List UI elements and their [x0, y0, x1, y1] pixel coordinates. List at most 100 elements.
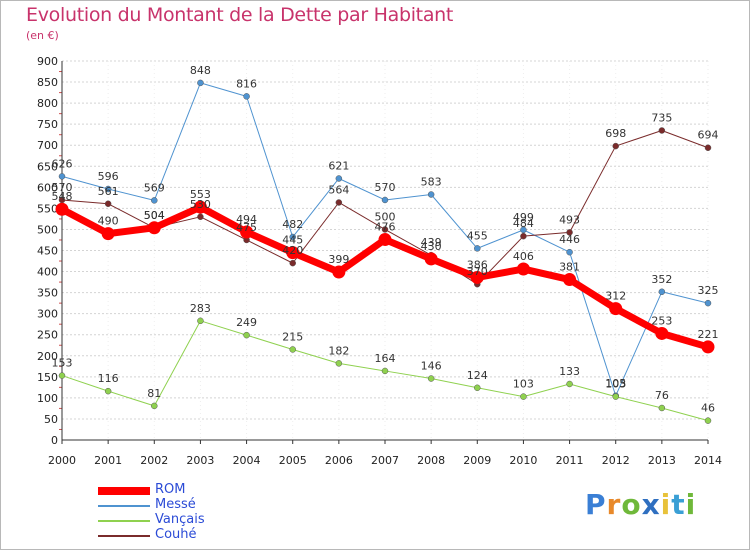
y-tick-label: 450: [37, 245, 58, 258]
y-tick-label: 0: [51, 434, 58, 447]
data-label: 482: [282, 218, 303, 231]
x-tick-label: 2014: [694, 454, 722, 467]
data-point: [151, 197, 158, 204]
data-label: 570: [52, 181, 73, 194]
data-label: 455: [467, 229, 488, 242]
data-labels: 626 596 569 848 816 482 621 570 583 455 499 446 105 3…: [52, 64, 719, 415]
data-label: 430: [421, 240, 442, 253]
x-tick-label: 2007: [371, 454, 399, 467]
data-point: [658, 127, 666, 134]
data-label: 504: [144, 209, 165, 222]
y-tick-label: 100: [37, 392, 58, 405]
x-tick-label: 2009: [463, 454, 491, 467]
data-label: 116: [98, 372, 119, 385]
x-tick-label: 2010: [509, 454, 537, 467]
data-point: [101, 227, 115, 241]
legend-label: Vançais: [155, 512, 205, 527]
data-point: [612, 142, 619, 150]
data-label: 352: [651, 273, 672, 286]
y-tick-label: 300: [37, 308, 58, 321]
chart-title: Evolution du Montant de la Dette par Hab…: [26, 4, 454, 26]
y-tick-label: 50: [44, 413, 58, 426]
data-point: [197, 79, 204, 87]
x-tick-label: 2003: [186, 454, 214, 467]
data-label: 420: [282, 244, 303, 257]
data-label: 105: [605, 377, 626, 390]
data-label: 249: [236, 316, 257, 329]
data-label: 399: [328, 253, 349, 266]
y-tick-label: 900: [37, 55, 58, 68]
data-point: [104, 185, 112, 193]
data-label: 569: [144, 181, 165, 194]
x-tick-label: 2013: [648, 454, 676, 467]
data-label: 381: [559, 261, 580, 274]
y-tick-label: 700: [37, 139, 58, 152]
data-point: [566, 229, 573, 236]
data-label: 570: [375, 181, 396, 194]
data-label: 561: [98, 185, 119, 198]
y-tick-label: 500: [37, 223, 58, 236]
data-label: 312: [605, 290, 626, 303]
data-label: 626: [52, 157, 73, 170]
legend-label: Messé: [155, 497, 196, 512]
data-point: [335, 360, 343, 367]
y-tick-label: 200: [37, 350, 58, 363]
data-point: [381, 226, 389, 233]
legend-label: Couhé: [155, 527, 197, 542]
data-point: [104, 200, 112, 208]
data-point: [243, 93, 250, 100]
y-tick-label: 150: [37, 371, 58, 384]
axes: 0 50 100 150 200 250 300 350 400 450 500 550 600 650 7…: [37, 55, 722, 467]
data-point: [378, 233, 392, 247]
data-label: 124: [467, 369, 488, 382]
data-point: [335, 175, 343, 182]
x-tick-label: 2002: [140, 454, 168, 467]
data-label: 621: [328, 159, 349, 172]
data-point: [381, 367, 389, 375]
data-label: 215: [282, 330, 303, 343]
data-label: 46: [701, 402, 715, 415]
data-point: [58, 372, 66, 379]
data-point: [289, 259, 296, 267]
y-tick-label: 650: [37, 160, 58, 173]
data-point: [289, 346, 296, 353]
x-tick-label: 2012: [602, 454, 630, 467]
data-point: [704, 417, 712, 424]
data-point: [704, 299, 712, 307]
legend-item: Vançais: [98, 512, 258, 529]
data-label: 253: [651, 314, 672, 327]
data-label: 493: [559, 213, 580, 226]
data-label: 153: [52, 357, 73, 370]
data-label: 445: [282, 234, 303, 247]
logo-letter: o: [621, 488, 642, 521]
data-label: 283: [190, 302, 211, 315]
data-label: 500: [375, 210, 396, 223]
data-point: [609, 302, 623, 316]
data-point: [658, 404, 666, 412]
data-label: 596: [98, 170, 119, 183]
data-point: [332, 265, 346, 279]
data-point: [470, 270, 484, 284]
data-label: 446: [559, 233, 580, 246]
data-point: [197, 213, 204, 221]
data-label: 499: [513, 211, 534, 224]
legend-item: Messé: [98, 497, 258, 514]
legend-swatch: [98, 535, 150, 537]
data-label: 698: [605, 127, 626, 140]
data-point: [474, 384, 481, 392]
logo-letter: x: [641, 488, 661, 521]
y-tick-label: 400: [37, 266, 58, 279]
data-label: 76: [655, 389, 669, 402]
data-label: 504: [144, 209, 165, 222]
proxiti-logo: Proxiti: [585, 488, 696, 521]
data-point: [381, 196, 389, 204]
data-point: [520, 393, 527, 400]
data-point: [151, 402, 158, 410]
chart-subtitle: (en €): [26, 29, 59, 42]
logo-letter: t: [671, 488, 686, 521]
data-label: 81: [147, 387, 161, 400]
data-label: 325: [698, 284, 719, 297]
legend: ROM Messé Vançais Couhé: [98, 482, 258, 544]
data-label: 494: [236, 213, 257, 226]
data-label: 694: [698, 129, 719, 142]
